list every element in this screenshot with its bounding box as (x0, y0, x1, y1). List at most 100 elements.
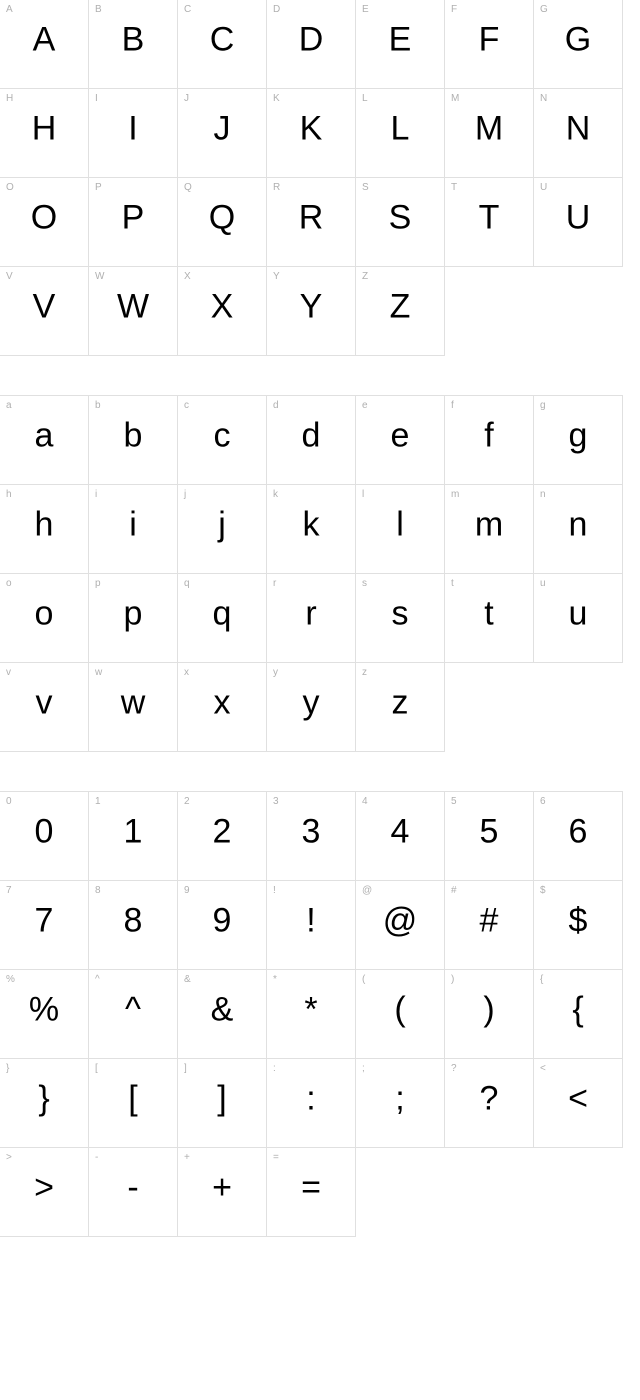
glyph-cell: ^^ (88, 969, 178, 1059)
cell-glyph: Q (209, 199, 235, 238)
cell-glyph: E (389, 21, 412, 60)
glyph-cell: yy (266, 662, 356, 752)
cell-label: k (273, 489, 278, 500)
cell-label: L (362, 93, 368, 104)
cell-glyph: a (35, 417, 54, 456)
cell-glyph: I (128, 110, 137, 149)
cell-label: 0 (6, 796, 12, 807)
cell-glyph: = (301, 1169, 321, 1208)
glyph-cell: NN (533, 88, 623, 178)
cell-glyph: e (391, 417, 410, 456)
cell-label: g (540, 400, 546, 411)
glyph-cell: LL (355, 88, 445, 178)
glyph-cell: tt (444, 573, 534, 663)
cell-glyph: 8 (124, 902, 143, 941)
cell-label: S (362, 182, 369, 193)
cell-label: B (95, 4, 102, 15)
cell-label: s (362, 578, 367, 589)
cell-glyph: W (117, 288, 149, 327)
cell-label: z (362, 667, 367, 678)
glyph-cell: ll (355, 484, 445, 574)
glyph-cell: ]] (177, 1058, 267, 1148)
character-map: AABBCCDDEEFFGGHHIIJJKKLLMMNNOOPPQQRRSSTT… (0, 0, 640, 1237)
cell-label: N (540, 93, 547, 104)
glyph-cell: gg (533, 395, 623, 485)
cell-glyph: K (300, 110, 323, 149)
cell-glyph: v (36, 684, 53, 723)
glyph-cell: ee (355, 395, 445, 485)
cell-glyph: n (569, 506, 588, 545)
glyph-cell: 33 (266, 791, 356, 881)
cell-glyph: # (480, 902, 499, 941)
glyph-cell: 00 (0, 791, 89, 881)
glyph-cell: >> (0, 1147, 89, 1237)
cell-label: < (540, 1063, 546, 1074)
glyph-cell: ZZ (355, 266, 445, 356)
cell-glyph: 4 (391, 813, 410, 852)
cell-glyph: s (392, 595, 409, 634)
section-uppercase: AABBCCDDEEFFGGHHIIJJKKLLMMNNOOPPQQRRSSTT… (0, 0, 630, 356)
cell-glyph: c (214, 417, 231, 456)
glyph-cell: SS (355, 177, 445, 267)
glyph-cell: PP (88, 177, 178, 267)
cell-glyph: y (303, 684, 320, 723)
cell-label: 8 (95, 885, 101, 896)
glyph-cell: CC (177, 0, 267, 89)
cell-glyph: i (129, 506, 137, 545)
cell-glyph: t (484, 595, 493, 634)
cell-label: h (6, 489, 12, 500)
cell-label: u (540, 578, 546, 589)
glyph-cell: II (88, 88, 178, 178)
glyph-cell: UU (533, 177, 623, 267)
glyph-cell: 99 (177, 880, 267, 970)
glyph-cell: ss (355, 573, 445, 663)
cell-glyph: r (305, 595, 316, 634)
cell-glyph: B (122, 21, 145, 60)
glyph-cell: hh (0, 484, 89, 574)
cell-glyph: @ (383, 902, 418, 941)
cell-glyph: k (303, 506, 320, 545)
cell-glyph: Z (390, 288, 411, 327)
glyph-cell: MM (444, 88, 534, 178)
glyph-cell: YY (266, 266, 356, 356)
glyph-cell: oo (0, 573, 89, 663)
glyph-cell: uu (533, 573, 623, 663)
cell-label: a (6, 400, 12, 411)
cell-label: { (540, 974, 543, 985)
cell-label: c (184, 400, 189, 411)
glyph-cell: dd (266, 395, 356, 485)
cell-label: X (184, 271, 191, 282)
section-lowercase: aabbccddeeffgghhiijjkkllmmnnooppqqrrsstt… (0, 396, 630, 752)
glyph-cell: ii (88, 484, 178, 574)
cell-label: n (540, 489, 546, 500)
cell-glyph: [ (128, 1080, 137, 1119)
cell-label: ^ (95, 974, 100, 985)
glyph-cell: 88 (88, 880, 178, 970)
cell-label: T (451, 182, 457, 193)
cell-glyph: $ (569, 902, 588, 941)
glyph-cell: QQ (177, 177, 267, 267)
glyph-cell: %% (0, 969, 89, 1059)
cell-label: j (184, 489, 186, 500)
cell-label: 6 (540, 796, 546, 807)
glyph-cell: && (177, 969, 267, 1059)
cell-label: D (273, 4, 280, 15)
glyph-cell: zz (355, 662, 445, 752)
cell-glyph: ) (483, 991, 494, 1030)
cell-glyph: R (299, 199, 324, 238)
cell-label: e (362, 400, 368, 411)
cell-glyph: ! (306, 902, 315, 941)
glyph-cell: KK (266, 88, 356, 178)
glyph-cell: 77 (0, 880, 89, 970)
cell-glyph: f (484, 417, 493, 456)
cell-glyph: ] (217, 1080, 226, 1119)
cell-glyph: U (566, 199, 591, 238)
glyph-cell: (( (355, 969, 445, 1059)
cell-glyph: q (213, 595, 232, 634)
cell-label: M (451, 93, 459, 104)
cell-glyph: } (38, 1080, 49, 1119)
cell-glyph: G (565, 21, 591, 60)
cell-glyph: { (572, 991, 583, 1030)
glyph-cell: mm (444, 484, 534, 574)
glyph-cell: VV (0, 266, 89, 356)
